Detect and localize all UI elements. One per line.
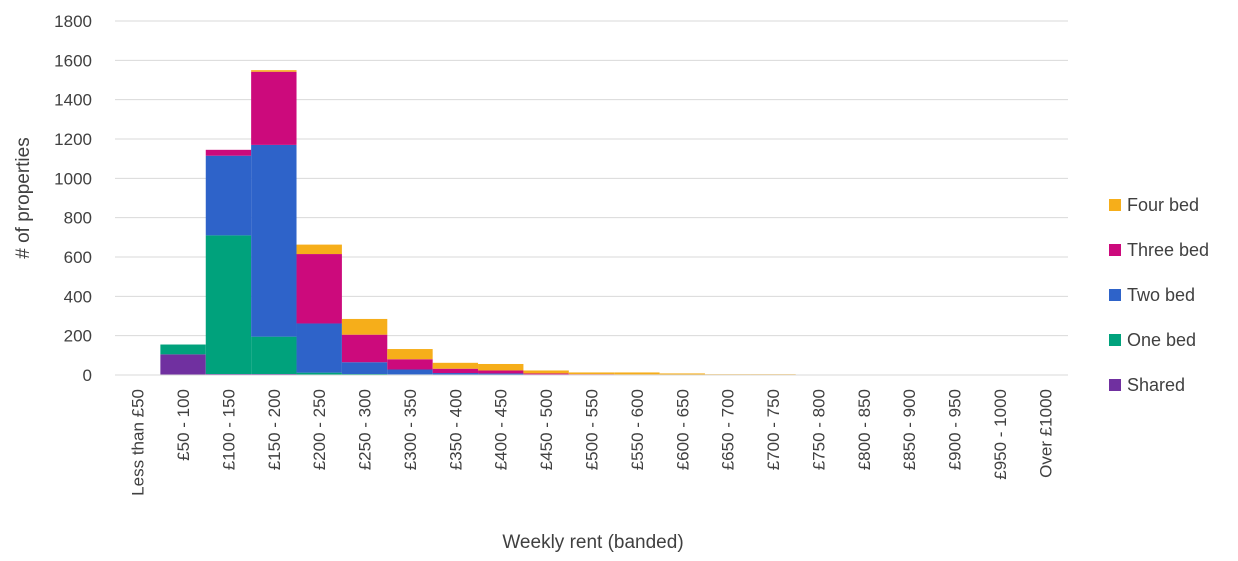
x-tick-label: £650 - 700 — [719, 389, 738, 470]
bar-segment — [432, 362, 479, 369]
bar-segment — [614, 372, 660, 375]
bar-segment — [432, 373, 479, 375]
bar-segment — [387, 349, 433, 360]
bar-segment — [205, 149, 252, 156]
x-tick-label: £850 - 900 — [900, 389, 919, 470]
y-tick-label: 0 — [83, 366, 92, 385]
x-tick-label: £950 - 1000 — [991, 389, 1010, 480]
bar-segment — [296, 323, 342, 373]
bar-segment — [478, 373, 524, 375]
y-tick-label: 200 — [64, 327, 92, 346]
y-tick-label: 1600 — [54, 51, 92, 70]
x-tick-label: £100 - 150 — [219, 389, 238, 470]
bar-segment — [251, 336, 297, 375]
bar-segment — [387, 359, 433, 370]
legend-label: Two bed — [1127, 285, 1195, 305]
legend: Four bed Three bed Two bed One bed Shared — [1109, 195, 1209, 395]
x-tick-label: £600 - 650 — [673, 389, 692, 470]
x-tick-label: Over £1000 — [1036, 389, 1055, 478]
x-axis-title: Weekly rent (banded) — [502, 532, 683, 553]
x-tick-label: £700 - 750 — [764, 389, 783, 470]
bar-segment — [341, 362, 388, 375]
bar-segment — [341, 318, 388, 335]
y-tick-label: 400 — [64, 287, 92, 306]
x-tick-label: £400 - 450 — [492, 389, 511, 470]
y-tick-label: 600 — [64, 248, 92, 267]
bar-segment — [478, 370, 524, 374]
y-tick-label: 1200 — [54, 130, 92, 149]
legend-swatch — [1109, 244, 1121, 256]
bar-segment — [251, 70, 297, 72]
x-tick-label: £300 - 350 — [401, 389, 420, 470]
bar-segment — [251, 71, 297, 145]
bar-segment — [659, 373, 705, 375]
bar-segment — [205, 155, 252, 236]
bar-segment — [296, 244, 342, 255]
y-tick-label: 1800 — [54, 12, 92, 31]
x-tick-label: £900 - 950 — [946, 389, 965, 470]
x-tick-label: £500 - 550 — [583, 389, 602, 470]
y-tick-label: 1000 — [54, 169, 92, 188]
y-axis-ticks: 0 200 400 600 800 1000 1200 1400 1600 1800 — [54, 12, 92, 385]
bar-segment — [478, 363, 524, 371]
bars — [160, 70, 1068, 375]
y-tick-label: 1400 — [54, 91, 92, 110]
legend-label: Four bed — [1127, 195, 1199, 215]
bar-segment — [341, 374, 388, 375]
legend-swatch — [1109, 289, 1121, 301]
legend-swatch — [1109, 379, 1121, 391]
bar-segment — [523, 370, 569, 374]
x-tick-label: £350 - 400 — [446, 389, 465, 470]
bar-segment — [296, 254, 342, 324]
x-tick-label: £800 - 850 — [855, 389, 874, 470]
legend-label: One bed — [1127, 330, 1196, 350]
y-axis-title: # of properties — [13, 137, 34, 258]
legend-label: Shared — [1127, 375, 1185, 395]
bar-segment — [251, 144, 297, 337]
x-tick-label: £50 - 100 — [174, 389, 193, 461]
x-axis-ticks: Less than £50 £50 - 100 £100 - 150 £150 - 2… — [129, 389, 1056, 496]
x-tick-label: £200 - 250 — [310, 389, 329, 470]
bar-segment — [160, 344, 206, 355]
bar-segment — [568, 372, 615, 375]
legend-swatch — [1109, 199, 1121, 211]
bar-segment — [160, 354, 206, 375]
x-tick-label: £150 - 200 — [265, 389, 284, 470]
bar-segment — [341, 334, 388, 363]
x-tick-label: £450 - 500 — [537, 389, 556, 470]
bar-segment — [432, 368, 479, 374]
bar-segment — [296, 372, 342, 375]
x-tick-label: Less than £50 — [129, 389, 148, 496]
x-tick-label: £550 - 600 — [628, 389, 647, 470]
bar-segment — [523, 373, 569, 375]
legend-swatch — [1109, 334, 1121, 346]
bar-segment — [205, 235, 252, 375]
x-tick-label: £750 - 800 — [809, 389, 828, 470]
y-tick-label: 800 — [64, 209, 92, 228]
x-tick-label: £250 - 300 — [356, 389, 375, 470]
legend-label: Three bed — [1127, 240, 1209, 260]
bar-segment — [387, 369, 433, 375]
